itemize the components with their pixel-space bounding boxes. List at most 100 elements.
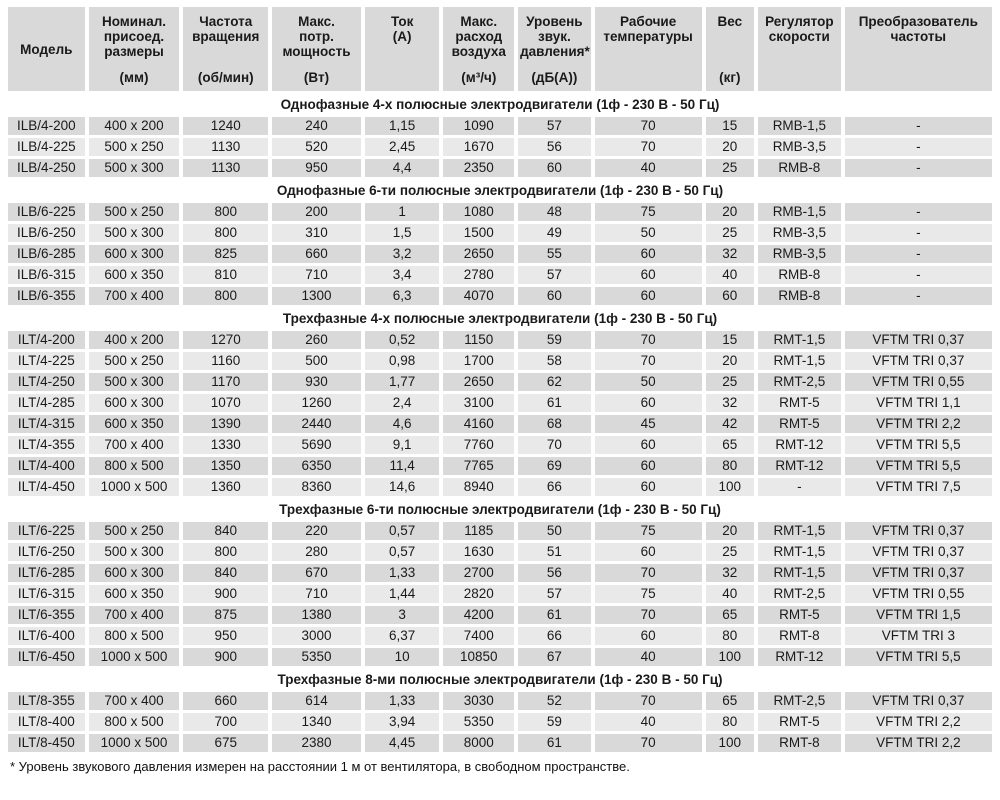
- spec-sheet-page: Модель Номинал. присоед. размеры (мм) Час…: [8, 7, 992, 774]
- value-cell: 1360: [183, 478, 269, 496]
- value-cell: 61: [518, 734, 591, 752]
- value-cell: 1130: [183, 138, 269, 156]
- value-cell: VFTM TRI 1,1: [844, 394, 992, 412]
- value-cell: 1,5: [364, 224, 440, 242]
- value-cell: RMT-1,5: [757, 543, 841, 561]
- value-cell: 50: [594, 373, 702, 391]
- value-cell: 8940: [443, 478, 515, 496]
- column-header-frequency-converter: Преобразователь частоты: [844, 7, 992, 91]
- value-cell: RMB-3,5: [757, 245, 841, 263]
- value-cell: 15: [705, 117, 754, 135]
- value-cell: 2820: [443, 585, 515, 603]
- value-cell: 5350: [272, 648, 361, 666]
- value-cell: 60: [705, 287, 754, 305]
- value-cell: 240: [272, 117, 361, 135]
- value-cell: 57: [518, 117, 591, 135]
- value-cell: 200: [272, 203, 361, 221]
- value-cell: 60: [594, 543, 702, 561]
- value-cell: 70: [594, 564, 702, 582]
- value-cell: 14,6: [364, 478, 440, 496]
- value-cell: 1070: [183, 394, 269, 412]
- section-header-row: Однофазные 6-ти полюсные электродвигател…: [8, 180, 992, 200]
- value-cell: 600 x 300: [88, 564, 180, 582]
- column-header-unit: (м³/ч): [461, 69, 497, 85]
- value-cell: 45: [594, 415, 702, 433]
- value-cell: 7400: [443, 627, 515, 645]
- value-cell: RMB-3,5: [757, 138, 841, 156]
- column-header-working-temperatures: Рабочие температуры: [594, 7, 702, 91]
- model-cell: ILB/6-355: [8, 287, 85, 305]
- value-cell: RMT-5: [757, 606, 841, 624]
- value-cell: 10850: [443, 648, 515, 666]
- value-cell: 825: [183, 245, 269, 263]
- value-cell: 400 x 200: [88, 331, 180, 349]
- value-cell: 66: [518, 478, 591, 496]
- value-cell: 500 x 300: [88, 159, 180, 177]
- value-cell: -: [757, 478, 841, 496]
- model-cell: ILT/8-450: [8, 734, 85, 752]
- value-cell: 800 x 500: [88, 457, 180, 475]
- value-cell: -: [844, 203, 992, 221]
- value-cell: 1185: [443, 522, 515, 540]
- value-cell: 710: [272, 585, 361, 603]
- value-cell: 5350: [443, 713, 515, 731]
- value-cell: 1240: [183, 117, 269, 135]
- value-cell: VFTM TRI 0,37: [844, 543, 992, 561]
- value-cell: 56: [518, 138, 591, 156]
- value-cell: 875: [183, 606, 269, 624]
- value-cell: 800: [183, 224, 269, 242]
- value-cell: 70: [518, 436, 591, 454]
- value-cell: VFTM TRI 3: [844, 627, 992, 645]
- value-cell: 400 x 200: [88, 117, 180, 135]
- value-cell: 2440: [272, 415, 361, 433]
- section-title: Однофазные 6-ти полюсные электродвигател…: [8, 180, 992, 200]
- value-cell: RMT-12: [757, 436, 841, 454]
- table-row: ILB/4-200 400 x 200 1240 240 1,15 1090 57 70 15 R…: [8, 117, 992, 135]
- value-cell: 69: [518, 457, 591, 475]
- value-cell: 2350: [443, 159, 515, 177]
- value-cell: 2380: [272, 734, 361, 752]
- value-cell: 3,94: [364, 713, 440, 731]
- value-cell: 800 x 500: [88, 713, 180, 731]
- value-cell: 42: [705, 415, 754, 433]
- value-cell: -: [844, 138, 992, 156]
- table-row: ILT/4-200 400 x 200 1270 260 0,52 1150 59 70 15 R…: [8, 331, 992, 349]
- value-cell: 1000 x 500: [88, 478, 180, 496]
- column-header-unit: (Вт): [303, 69, 330, 85]
- table-row: ILT/8-400 800 x 500 700 1340 3,94 5350 59 40 80 R…: [8, 713, 992, 731]
- column-header-label: Регулятор скорости: [765, 14, 834, 45]
- value-cell: 40: [594, 159, 702, 177]
- column-header-rotation-speed: Частота вращения (об/мин): [183, 7, 269, 91]
- value-cell: 80: [705, 627, 754, 645]
- value-cell: RMB-3,5: [757, 224, 841, 242]
- value-cell: -: [844, 266, 992, 284]
- value-cell: 700 x 400: [88, 287, 180, 305]
- value-cell: 25: [705, 159, 754, 177]
- value-cell: 1130: [183, 159, 269, 177]
- value-cell: 60: [518, 159, 591, 177]
- value-cell: 1000 x 500: [88, 734, 180, 752]
- value-cell: RMT-2,5: [757, 585, 841, 603]
- value-cell: 1380: [272, 606, 361, 624]
- table-row: ILT/8-355 700 x 400 660 614 1,33 3030 52 70 65 RM…: [8, 692, 992, 710]
- value-cell: 68: [518, 415, 591, 433]
- value-cell: 0,57: [364, 522, 440, 540]
- value-cell: 660: [183, 692, 269, 710]
- value-cell: 57: [518, 585, 591, 603]
- table-row: ILB/6-225 500 x 250 800 200 1 1080 48 75 20 RMB-1…: [8, 203, 992, 221]
- value-cell: 66: [518, 627, 591, 645]
- table-row: ILT/6-285 600 x 300 840 670 1,33 2700 56 70 32 RM…: [8, 564, 992, 582]
- value-cell: 1390: [183, 415, 269, 433]
- value-cell: 67: [518, 648, 591, 666]
- section-title: Трехфазные 4-х полюсные электродвигатели…: [8, 308, 992, 328]
- value-cell: 62: [518, 373, 591, 391]
- value-cell: 800: [183, 543, 269, 561]
- value-cell: RMT-1,5: [757, 352, 841, 370]
- value-cell: RMT-5: [757, 394, 841, 412]
- value-cell: VFTM TRI 5,5: [844, 436, 992, 454]
- value-cell: 840: [183, 564, 269, 582]
- table-header: Модель Номинал. присоед. размеры (мм) Час…: [8, 7, 992, 91]
- value-cell: 520: [272, 138, 361, 156]
- value-cell: 60: [594, 478, 702, 496]
- value-cell: 280: [272, 543, 361, 561]
